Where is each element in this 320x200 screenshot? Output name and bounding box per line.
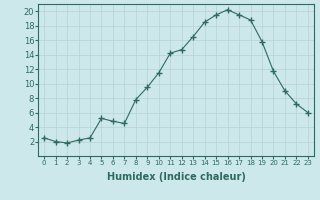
X-axis label: Humidex (Indice chaleur): Humidex (Indice chaleur) [107, 172, 245, 182]
